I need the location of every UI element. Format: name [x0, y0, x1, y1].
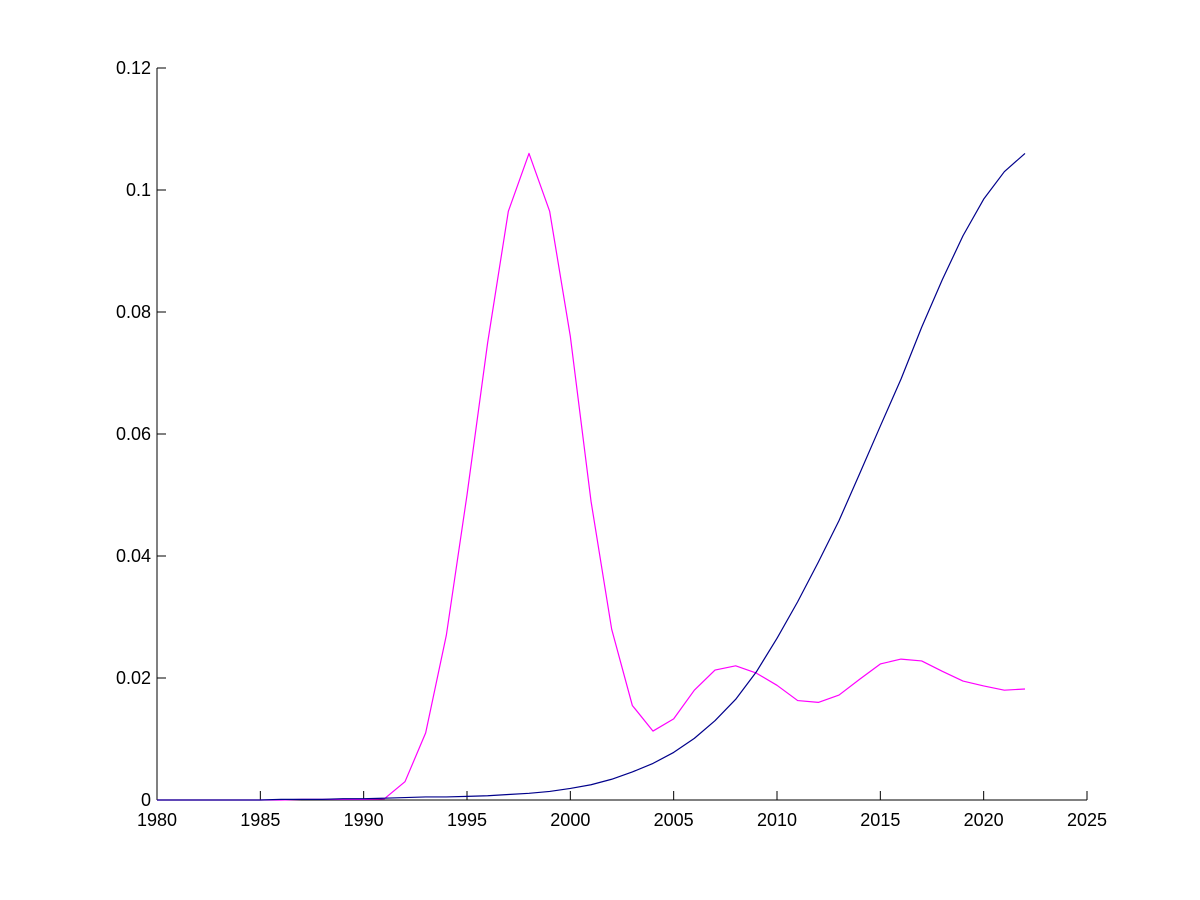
x-tick-label: 1985 [240, 810, 280, 830]
series-line-2 [157, 152, 1026, 801]
x-tick-label: 2025 [1067, 810, 1107, 830]
series-line-1 [157, 152, 1026, 801]
x-tick-label: 1990 [344, 810, 384, 830]
series-layer [157, 152, 1026, 801]
y-tick-label: 0.08 [116, 302, 151, 322]
x-tick-label: 2020 [964, 810, 1004, 830]
y-tick-label: 0.1 [126, 180, 151, 200]
x-tick-label: 2010 [757, 810, 797, 830]
y-tick-label: 0.06 [116, 424, 151, 444]
x-tick-label: 2015 [860, 810, 900, 830]
x-axis-ticks: 1980 1985 1990 1995 2000 2005 2010 2015 2020 2025 [137, 791, 1107, 830]
x-tick-label: 1995 [447, 810, 487, 830]
y-axis-ticks: 0 0.02 0.04 0.06 0.08 0.1 0.12 [116, 58, 166, 810]
x-tick-label: 2005 [654, 810, 694, 830]
x-tick-label: 1980 [137, 810, 177, 830]
y-tick-label: 0.02 [116, 668, 151, 688]
y-tick-label: 0.12 [116, 58, 151, 78]
y-tick-label: 0 [141, 790, 151, 810]
y-tick-label: 0.04 [116, 546, 151, 566]
x-tick-label: 2000 [550, 810, 590, 830]
